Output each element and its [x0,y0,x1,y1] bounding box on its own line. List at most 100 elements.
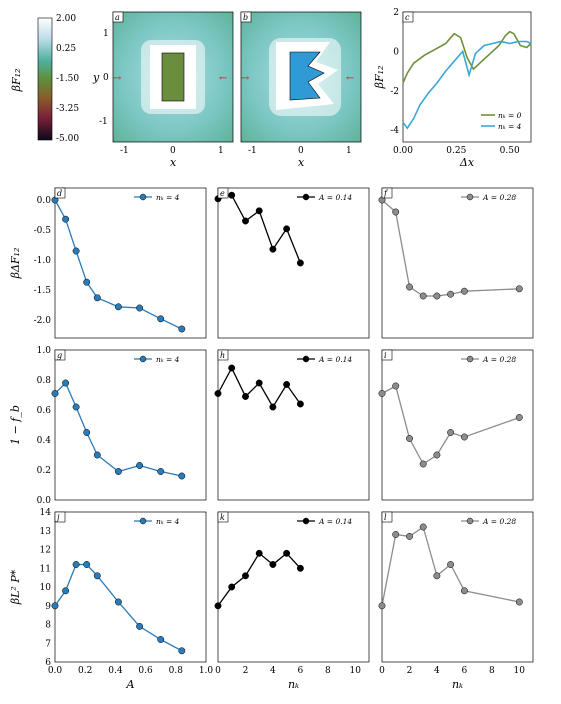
panel-letter: b [243,13,248,22]
legend-entry: nₖ = 4 [498,122,522,131]
x-axis-label: A [126,678,135,691]
y-tick-label: 0.4 [37,436,52,446]
y-tick-label: 7 [45,639,51,649]
notched-inclusion-icon [289,51,325,101]
data-point [136,462,144,469]
x-tick-label: 4 [270,666,276,676]
panel-letter: g [57,351,62,360]
legend-entry: A = 0.28 [482,193,516,202]
map-panel-a: → ← a y 1 0 -1 -1 0 1 x [92,11,234,169]
y-tick-label: -2 [390,87,399,97]
data-point [242,393,249,400]
x-tick-label: 0.00 [393,146,413,156]
data-point [419,523,427,531]
chart-panel-l: 0 2 4 6 8 10 nₖ l A = 0.28 [378,511,534,691]
colorbar-tick: 0.25 [56,44,76,54]
colorbar-label: βF₁₂ [10,69,23,93]
plot-frame [381,187,534,339]
data-point [515,598,523,606]
plot-frame [54,511,207,663]
y-tick-label: 13 [40,527,52,537]
panel-letter-box [54,511,66,523]
data-point [178,647,186,655]
panel-letter-box [402,11,414,23]
plot-frame [402,11,532,143]
map-b-arrow-left: → [241,73,250,84]
data-point [51,602,59,610]
y-tick-label: 9 [45,602,51,612]
panel-letter-box [217,511,229,523]
data-point [114,468,122,475]
chart-panel-c: 0.00 0.25 0.50 2 0 -2 -4 Δx βF₁₂ c nₖ = 0 nₖ = 4 [373,8,532,169]
panel-letter-box [54,349,66,361]
data-point [255,379,263,387]
data-point [214,602,222,610]
data-point [283,549,291,557]
x-tick-label: 0.6 [138,666,153,676]
plot-frame [381,511,534,663]
data-point [460,287,468,295]
data-point [447,561,455,568]
map-xtick: -1 [248,146,257,156]
data-point [228,583,236,591]
y-tick-label: 6 [45,658,51,668]
chart-panel-h: h A = 0.14 [214,349,370,501]
data-point [62,215,70,223]
plot-frame [217,511,370,663]
y-axis-label: βL² P* [9,569,22,605]
y-tick-label: 0 [393,47,399,57]
x-tick-label: 4 [434,666,440,676]
x-tick-label: 0.50 [500,146,520,156]
legend-marker [139,517,147,525]
data-point [83,429,91,436]
x-tick-label: 8 [325,666,331,676]
data-point [378,390,386,397]
data-point [83,561,91,568]
data-point [296,259,304,267]
y-tick-label: 0.6 [37,406,52,416]
legend-entry: A = 0.14 [318,517,352,526]
plot-frame [54,187,207,339]
data-point [406,532,413,540]
y-tick-label: 0.0 [37,196,52,206]
data-point [157,315,165,323]
colorbar-tick: -3.25 [56,104,79,114]
data-point [447,290,455,298]
map-ytick: -1 [99,117,108,127]
legend-marker [302,193,310,201]
y-tick-label: 0.2 [37,466,51,476]
legend-marker [302,355,310,363]
data-point [433,292,441,300]
map-ylabel: y [92,71,100,84]
data-point [515,285,523,293]
map-xtick: 1 [346,146,352,156]
x-tick-label: 0.4 [108,666,123,676]
data-point [62,379,70,387]
data-point [228,191,236,199]
series-line-nk0 [402,30,532,84]
colorbar-tick: 2.00 [56,14,76,24]
legend-marker [466,517,474,525]
x-tick-label: 0.2 [78,666,92,676]
panel-letter: a [115,13,120,22]
plot-frame [217,187,370,339]
colorbar: βF₁₂ 2.00 0.25 -1.50 -3.25 -5.00 [10,14,79,144]
x-tick-label: 6 [461,666,467,676]
chart-panel-i: i A = 0.28 [378,349,534,501]
data-point [433,572,441,580]
data-point [157,636,165,643]
data-point [214,390,222,397]
chart-panel-k: 0 2 4 6 8 10 nₖ k A = 0.14 [214,511,370,691]
y-tick-label: -2.0 [34,316,52,326]
x-axis-label: nₖ [288,678,299,691]
x-tick-label: 0 [215,666,221,676]
panel-letter: l [384,513,387,522]
y-tick-label: -0.5 [34,226,52,236]
data-point [136,622,144,630]
legend-entry: nₖ = 0 [498,111,522,120]
map-xtick: -1 [120,146,129,156]
x-axis-label: nₖ [452,678,463,691]
data-point [269,561,277,568]
plot-frame [217,349,370,501]
